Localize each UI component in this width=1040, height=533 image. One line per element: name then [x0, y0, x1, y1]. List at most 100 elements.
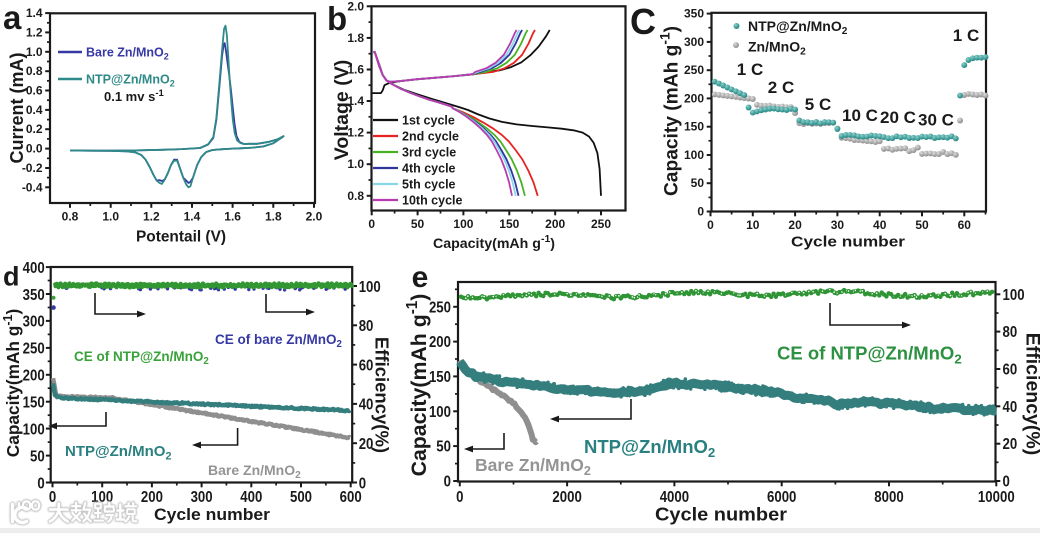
svg-text:b: b [327, 0, 347, 37]
svg-text:5th cycle: 5th cycle [402, 178, 456, 192]
svg-text:100: 100 [1003, 287, 1025, 304]
svg-text:Efficiency(%): Efficiency(%) [372, 337, 393, 453]
svg-text:0: 0 [444, 474, 451, 491]
svg-text:40: 40 [359, 397, 374, 414]
svg-text:10 C: 10 C [842, 106, 878, 125]
svg-text:100: 100 [453, 217, 473, 231]
svg-text:20: 20 [1003, 436, 1018, 453]
svg-text:50: 50 [915, 218, 929, 232]
svg-text:Current (mA): Current (mA) [7, 52, 27, 163]
svg-text:Bare Zn/MnO2: Bare Zn/MnO2 [208, 462, 301, 481]
svg-text:20: 20 [359, 436, 374, 453]
svg-text:0.6: 0.6 [26, 84, 43, 98]
svg-text:400: 400 [240, 489, 262, 506]
svg-text:e: e [412, 261, 429, 294]
svg-text:30: 30 [831, 218, 845, 232]
svg-text:200: 200 [684, 91, 704, 105]
svg-text:0: 0 [368, 217, 375, 231]
svg-text:200: 200 [141, 489, 163, 506]
svg-text:1.0: 1.0 [26, 45, 43, 59]
svg-text:30 C: 30 C [918, 111, 954, 130]
svg-text:350: 350 [684, 7, 704, 21]
svg-text:80: 80 [359, 318, 374, 335]
svg-text:50: 50 [691, 176, 705, 190]
svg-text:1 C: 1 C [953, 26, 979, 45]
svg-text:500: 500 [290, 489, 312, 506]
svg-text:100: 100 [429, 404, 451, 421]
svg-text:20 C: 20 C [880, 108, 916, 127]
svg-text:250: 250 [429, 299, 451, 316]
svg-text:0: 0 [697, 205, 704, 219]
svg-text:3rd cycle: 3rd cycle [402, 146, 456, 160]
svg-text:0: 0 [49, 489, 56, 506]
svg-text:20: 20 [788, 218, 802, 232]
svg-text:250: 250 [684, 63, 704, 77]
svg-text:4th cycle: 4th cycle [402, 162, 456, 176]
svg-text:300: 300 [684, 35, 704, 49]
svg-text:10000: 10000 [978, 489, 1015, 506]
svg-text:1.2: 1.2 [143, 210, 160, 224]
svg-text:a: a [3, 0, 22, 36]
svg-text:Capacity (mAh g-1): Capacity (mAh g-1) [658, 26, 683, 196]
svg-text:150: 150 [23, 395, 45, 412]
svg-text:60: 60 [359, 357, 374, 374]
svg-text:CE of bare Zn/MnO2: CE of bare Zn/MnO2 [215, 332, 342, 350]
svg-text:2 C: 2 C [768, 78, 794, 97]
svg-text:Cycle number: Cycle number [655, 505, 787, 525]
svg-text:0.2: 0.2 [26, 122, 43, 136]
svg-text:4000: 4000 [660, 489, 689, 506]
svg-text:1.6: 1.6 [224, 210, 241, 224]
svg-text:0: 0 [359, 475, 366, 492]
svg-text:150: 150 [499, 217, 519, 231]
svg-text:NTP@Zn/MnO2: NTP@Zn/MnO2 [748, 18, 848, 37]
svg-text:Voltage (V): Voltage (V) [331, 60, 353, 160]
svg-text:1.0: 1.0 [102, 210, 119, 224]
svg-text:1.0: 1.0 [347, 157, 364, 171]
svg-text:40: 40 [1003, 399, 1018, 416]
svg-text:200: 200 [545, 217, 565, 231]
svg-text:CE of NTP@Zn/MnO2: CE of NTP@Zn/MnO2 [74, 349, 209, 367]
svg-text:250: 250 [23, 341, 45, 358]
svg-text:Capacity(mAh g-1): Capacity(mAh g-1) [1, 309, 23, 457]
svg-text:8000: 8000 [874, 489, 903, 506]
svg-text:100: 100 [23, 421, 45, 438]
svg-text:1.2: 1.2 [347, 126, 364, 140]
svg-text:150: 150 [684, 120, 704, 134]
svg-text:2000: 2000 [552, 489, 581, 506]
svg-text:10: 10 [746, 218, 760, 232]
svg-text:200: 200 [429, 334, 451, 351]
svg-text:0.8: 0.8 [62, 210, 79, 224]
svg-text:300: 300 [191, 489, 213, 506]
svg-text:C: C [630, 1, 656, 42]
svg-text:60: 60 [1003, 361, 1018, 378]
svg-text:0.4: 0.4 [26, 103, 43, 117]
svg-text:350: 350 [23, 287, 45, 304]
svg-text:Cycle number: Cycle number [154, 506, 271, 524]
svg-text:10th cycle: 10th cycle [402, 194, 463, 208]
svg-text:1.8: 1.8 [347, 31, 364, 45]
svg-text:100: 100 [684, 148, 704, 162]
svg-text:150: 150 [429, 369, 451, 386]
svg-text:1 C: 1 C [737, 60, 763, 79]
svg-text:NTP@Zn/MnO2: NTP@Zn/MnO2 [65, 443, 171, 462]
svg-text:2nd cycle: 2nd cycle [402, 130, 459, 144]
svg-text:Bare Zn/MnO2: Bare Zn/MnO2 [475, 455, 591, 478]
svg-text:Efficiency(%): Efficiency(%) [1022, 333, 1040, 455]
svg-text:2.0: 2.0 [347, 0, 364, 13]
svg-text:600: 600 [340, 489, 362, 506]
svg-text:NTP@Zn/MnO2: NTP@Zn/MnO2 [86, 73, 175, 89]
svg-text:1.4: 1.4 [26, 6, 43, 20]
svg-text:Potentail (V): Potentail (V) [136, 229, 226, 246]
svg-text:CE of NTP@Zn/MnO2: CE of NTP@Zn/MnO2 [777, 343, 962, 367]
svg-text:0.0: 0.0 [26, 142, 43, 156]
svg-text:NTP@Zn/MnO2: NTP@Zn/MnO2 [584, 436, 715, 460]
svg-text:1.4: 1.4 [347, 94, 364, 108]
svg-text:250: 250 [591, 217, 611, 231]
svg-text:1.6: 1.6 [347, 62, 364, 76]
svg-text:0: 0 [456, 489, 463, 506]
svg-text:0.8: 0.8 [26, 64, 43, 78]
svg-text:-0.4: -0.4 [22, 180, 43, 194]
svg-text:0: 0 [37, 475, 44, 492]
svg-text:1st cycle: 1st cycle [402, 114, 455, 128]
svg-text:50: 50 [30, 448, 45, 465]
